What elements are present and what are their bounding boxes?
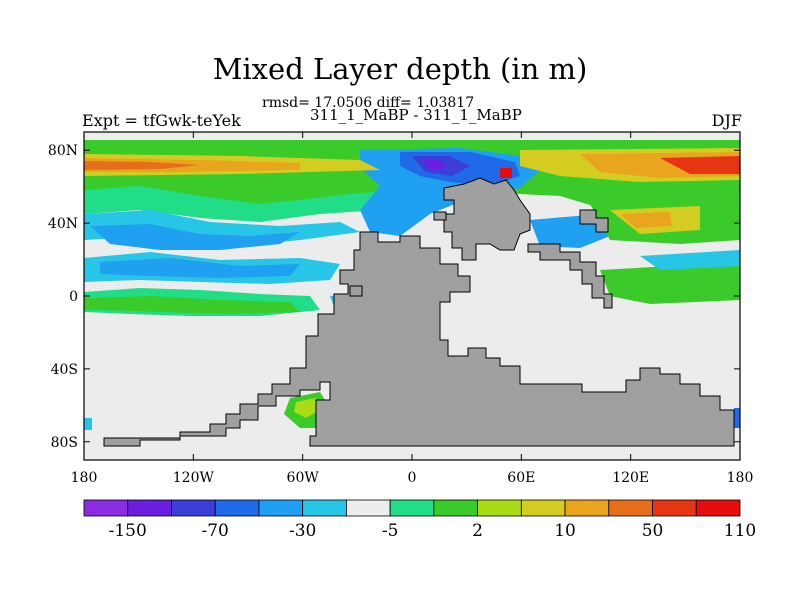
y-tick-label: 0 bbox=[69, 289, 78, 305]
region-edge-cyan-west bbox=[84, 418, 92, 430]
axis-ticks: 180 120W 60W 0 60E 120E 180 80N 40N 0 40S 80S bbox=[48, 132, 753, 486]
colorbar-label: -30 bbox=[289, 521, 316, 541]
region-tropic-blue bbox=[100, 258, 300, 278]
colorbar-box-8 bbox=[433, 499, 479, 517]
colorbar-box-12 bbox=[608, 499, 653, 517]
region-arctic-red-spot bbox=[500, 168, 512, 178]
land-main bbox=[103, 231, 735, 447]
region-arctic-darkorange-west bbox=[84, 161, 200, 170]
region-indian-green bbox=[600, 262, 740, 304]
season-label: DJF bbox=[711, 111, 742, 130]
colorbar-box-5 bbox=[302, 499, 347, 517]
y-tick-label: 40S bbox=[51, 362, 78, 378]
colorbar: -150 -70 -30 -5 2 10 50 110 bbox=[83, 499, 756, 541]
colorbar-box-3 bbox=[214, 499, 260, 517]
colorbar-box-10 bbox=[520, 499, 566, 517]
stats-line: rmsd= 17.0506 diff= 1.03817 bbox=[262, 95, 475, 111]
colorbar-box-2 bbox=[171, 499, 216, 517]
x-tick-label: 60E bbox=[507, 470, 535, 486]
region-north-teal bbox=[84, 186, 430, 222]
map-contents bbox=[84, 132, 740, 460]
land-atl-isle bbox=[349, 285, 363, 297]
x-tick-label: 120E bbox=[612, 470, 649, 486]
chart-title: Mixed Layer depth (in m) bbox=[212, 52, 588, 86]
x-tick-label: 0 bbox=[408, 470, 417, 486]
colorbar-box-13 bbox=[652, 499, 697, 517]
region-indian-cyan bbox=[640, 250, 740, 270]
region-natl-purple bbox=[422, 160, 446, 170]
y-tick-label: 80S bbox=[51, 435, 78, 451]
region-subtropic-blue bbox=[90, 224, 300, 250]
colorbar-box-0 bbox=[83, 499, 129, 517]
x-tick-label: 60W bbox=[287, 470, 320, 486]
colorbar-label: 50 bbox=[642, 521, 664, 541]
colorbar-label: 10 bbox=[554, 521, 576, 541]
x-tick-label: 180 bbox=[727, 470, 754, 486]
x-tick-label: 120W bbox=[173, 470, 215, 486]
region-arctic-red-east bbox=[660, 156, 740, 174]
colorbar-label: 110 bbox=[724, 521, 756, 541]
colorbar-box-6 bbox=[345, 499, 391, 517]
colorbar-label: -70 bbox=[202, 521, 229, 541]
land-arabia bbox=[527, 243, 613, 309]
expt-label: Expt = tfGwk-teYek bbox=[82, 111, 241, 130]
map-layer bbox=[84, 132, 740, 460]
x-tick-label: 180 bbox=[71, 470, 98, 486]
region-edge-blue-east bbox=[734, 408, 740, 428]
colorbar-box-1 bbox=[127, 499, 172, 517]
land-small-isle bbox=[433, 211, 447, 221]
region-satl-lime bbox=[294, 398, 320, 418]
colorbar-box-14 bbox=[695, 499, 741, 517]
region-equator-green bbox=[84, 296, 300, 314]
colorbar-label: -150 bbox=[109, 521, 147, 541]
colorbar-label: -5 bbox=[382, 521, 399, 541]
land-east-island bbox=[579, 209, 609, 233]
colorbar-box-11 bbox=[564, 499, 610, 517]
colorbar-label: 2 bbox=[472, 521, 483, 541]
region-asia-orange bbox=[620, 212, 672, 228]
y-tick-label: 80N bbox=[48, 143, 78, 159]
colorbar-box-4 bbox=[258, 499, 304, 517]
colorbar-box-7 bbox=[389, 499, 435, 517]
y-tick-label: 40N bbox=[48, 216, 78, 232]
experiments-line: 311_1_MaBP - 311_1_MaBP bbox=[310, 106, 522, 124]
colorbar-box-9 bbox=[477, 499, 522, 517]
